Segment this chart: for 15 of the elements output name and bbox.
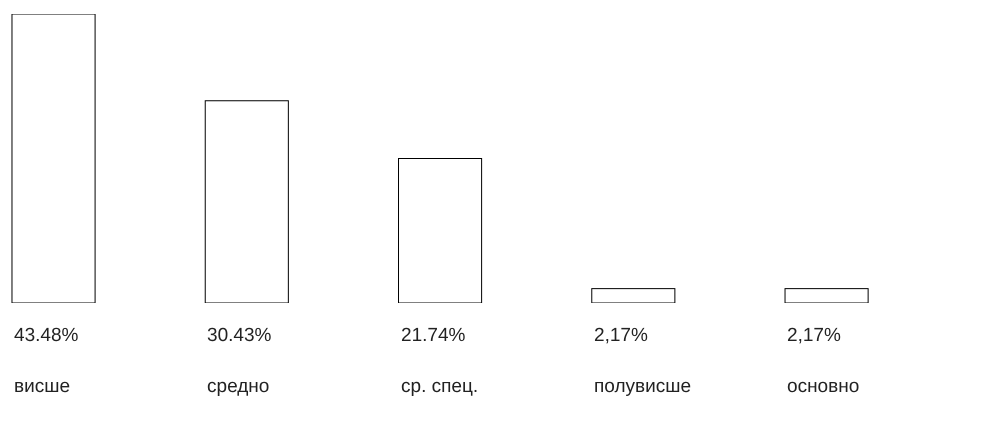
- bar: [591, 288, 676, 303]
- x-tick-label: ср. спец.: [401, 376, 478, 397]
- data-label: 2,17%: [787, 325, 841, 346]
- x-tick-label: средно: [207, 376, 270, 397]
- bar: [204, 100, 289, 303]
- bar: [11, 14, 96, 303]
- bar: [784, 288, 869, 303]
- data-label: 43.48%: [14, 325, 79, 346]
- x-tick-label: полувисше: [594, 376, 692, 397]
- x-tick-label: висше: [14, 376, 70, 397]
- data-label: 21.74%: [401, 325, 466, 346]
- data-label: 30.43%: [207, 325, 272, 346]
- x-tick-label: основно: [787, 376, 860, 397]
- bar: [398, 158, 482, 303]
- data-label: 2,17%: [594, 325, 648, 346]
